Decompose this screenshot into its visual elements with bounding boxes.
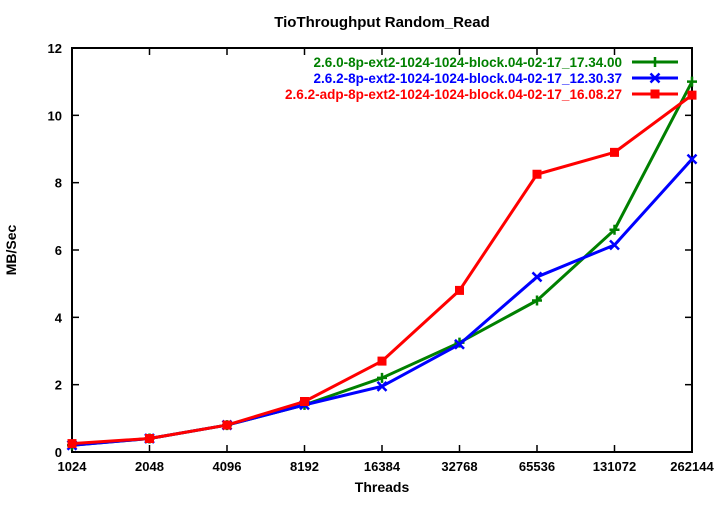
square-marker (687, 90, 697, 100)
square-marker (532, 169, 542, 179)
plus-marker (650, 57, 660, 67)
legend-entry: 2.6.0-8p-ext2-1024-1024-block.04-02-17_1… (314, 55, 678, 70)
series-2 (67, 90, 697, 449)
series-line (70, 157, 694, 447)
y-tick-label: 0 (55, 445, 62, 460)
x-tick-label: 32768 (441, 459, 477, 474)
plus-marker (532, 295, 542, 306)
y-tick-label: 4 (55, 310, 63, 325)
square-marker (650, 89, 660, 99)
plus-marker (377, 372, 387, 383)
plus-marker (609, 224, 620, 235)
x-marker (454, 338, 465, 350)
x-marker (376, 380, 388, 392)
axes-layer: 1024 2048 4096 8192 16384 32768 65536 131072 262… (48, 41, 715, 474)
legend-label: 2.6.0-8p-ext2-1024-1024-block.04-02-17_1… (314, 55, 622, 70)
legend: 2.6.0-8p-ext2-1024-1024-block.04-02-17_1… (285, 55, 678, 102)
square-marker (610, 147, 619, 157)
x-tick-label: 1024 (58, 459, 88, 474)
x-tick-label: 4096 (213, 459, 242, 474)
square-marker (377, 356, 387, 366)
x-tick-label: 65536 (519, 459, 555, 474)
square-marker (222, 420, 232, 430)
x-marker (531, 271, 543, 283)
x-axis-label: Threads (355, 479, 410, 495)
series-1 (66, 153, 698, 451)
legend-entry: 2.6.2-adp-8p-ext2-1024-1024-block.04-02-… (285, 87, 678, 102)
plus-marker (687, 76, 697, 87)
y-tick-label: 10 (48, 108, 62, 123)
square-marker (67, 439, 77, 449)
x-tick-label: 8192 (290, 459, 319, 474)
x-marker (649, 72, 661, 84)
x-marker (686, 153, 698, 165)
y-tick-label: 12 (48, 41, 62, 56)
y-tick-label: 6 (55, 243, 62, 258)
x-tick-label: 131072 (593, 459, 636, 474)
x-tick-label: 2048 (135, 459, 164, 474)
y-axis-label: MB/Sec (3, 225, 19, 276)
series-line (70, 93, 694, 446)
legend-label: 2.6.2-8p-ext2-1024-1024-block.04-02-17_1… (314, 71, 622, 86)
legend-label: 2.6.2-adp-8p-ext2-1024-1024-block.04-02-… (285, 87, 622, 102)
series-0 (67, 76, 697, 451)
square-marker (145, 434, 154, 444)
y-tick-label: 2 (55, 378, 62, 393)
series-line (70, 80, 694, 447)
series-layer (66, 76, 698, 451)
x-tick-label: 262144 (670, 459, 714, 474)
chart-title: TioThroughput Random_Read (274, 14, 490, 31)
x-marker (609, 239, 620, 251)
x-tick-label: 16384 (364, 459, 401, 474)
square-marker (455, 285, 464, 295)
square-marker (300, 397, 309, 406)
legend-entry: 2.6.2-8p-ext2-1024-1024-block.04-02-17_1… (314, 71, 678, 86)
y-tick-label: 8 (55, 176, 62, 191)
